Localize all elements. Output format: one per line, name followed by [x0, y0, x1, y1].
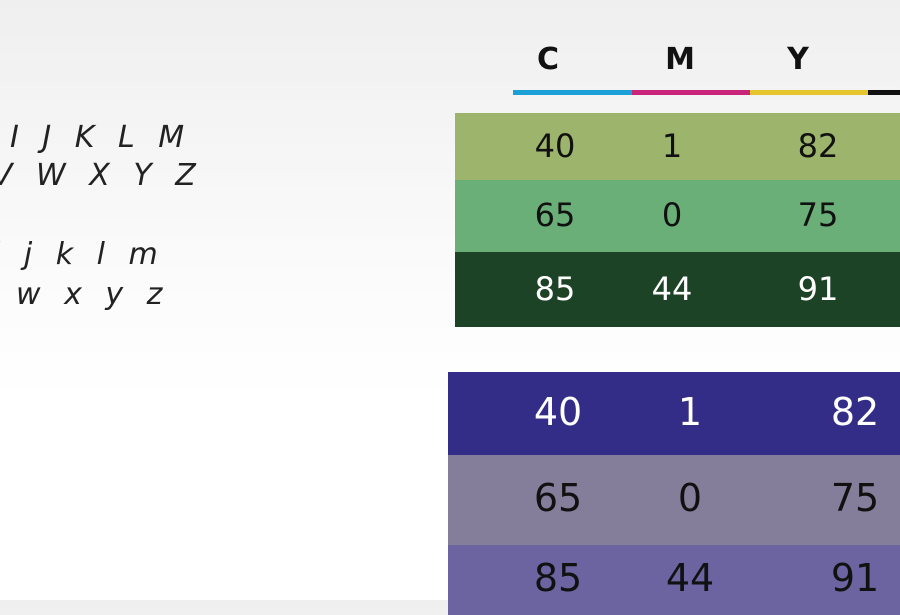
swatch-row	[448, 455, 900, 545]
swatch-value: 1	[677, 389, 703, 434]
swatch-value: 91	[830, 556, 880, 601]
swatch-value: 85	[534, 269, 576, 308]
swatch-row	[455, 252, 900, 327]
column-header: Y	[787, 42, 809, 77]
swatch-value: 82	[830, 389, 880, 434]
swatch-row	[455, 180, 900, 252]
swatch-value: 0	[661, 196, 683, 235]
swatch-value: 44	[665, 556, 715, 601]
alphabet-line: w x y z	[16, 277, 165, 312]
swatch-value: 91	[797, 269, 839, 308]
swatch-row	[455, 113, 900, 180]
swatch-value: 65	[534, 196, 576, 235]
swatch-value: 44	[651, 269, 693, 308]
k-rule	[868, 90, 900, 95]
swatch-value: 40	[533, 389, 583, 434]
column-header: M	[665, 42, 695, 77]
swatch-value: 40	[534, 126, 576, 165]
column-header: C	[536, 42, 560, 77]
swatch-value: 85	[533, 556, 583, 601]
swatch-value: 82	[797, 126, 839, 165]
alphabet-line: I J K L M	[10, 120, 187, 155]
swatch-value: 75	[830, 476, 880, 521]
alphabet-line: i j k l m	[0, 237, 160, 272]
alphabet-line: V W X Y Z	[0, 158, 198, 193]
swatch-value: 0	[677, 476, 703, 521]
swatch-value: 65	[533, 476, 583, 521]
column-rule	[513, 90, 632, 95]
column-rule	[632, 90, 750, 95]
column-rule	[750, 90, 868, 95]
swatch-value: 1	[661, 126, 683, 165]
swatch-value: 75	[797, 196, 839, 235]
swatch-row	[448, 372, 900, 455]
